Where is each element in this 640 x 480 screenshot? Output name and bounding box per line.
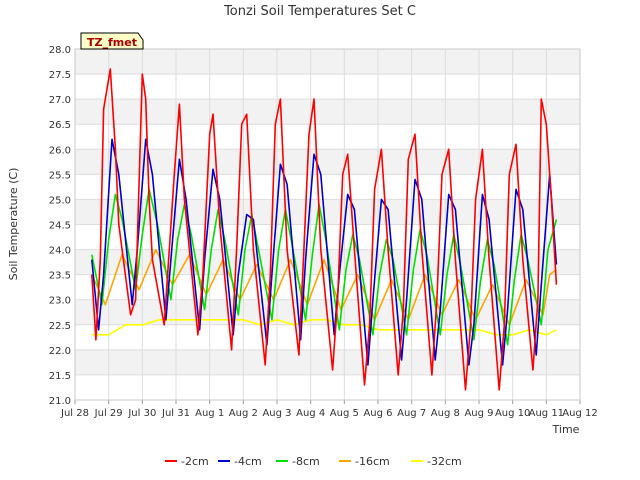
series-line-minus-8cm: [91, 188, 558, 346]
legend-label: -32cm: [427, 455, 462, 468]
y-tick-label: 26.5: [49, 120, 71, 131]
y-tick-label: 22.0: [49, 346, 71, 357]
x-tick-label: Aug 4: [296, 408, 325, 419]
x-axis-label: Time: [552, 423, 580, 436]
plot-band: [75, 199, 580, 225]
series-layer: [91, 68, 558, 391]
x-tick-label: Jul 30: [127, 408, 156, 419]
y-tick-labels: 21.0 21.5 22.0 22.5 23.0 23.5 24.0 24.5 25.0 25.5…: [49, 45, 71, 407]
x-tick-label: Aug 7: [397, 408, 426, 419]
x-tick-label: Aug 5: [330, 408, 359, 419]
series-line-minus-4cm: [91, 138, 558, 366]
site-label-box: [80, 32, 144, 50]
legend-label: -2cm: [181, 455, 209, 468]
y-tick-label: 24.5: [49, 221, 71, 232]
x-tick-label: Aug 1: [195, 408, 224, 419]
plot-frame: [74, 48, 581, 401]
y-tick-label: 25.5: [49, 170, 71, 181]
x-tick-label: Aug 11: [529, 408, 564, 419]
site-label: TZ_fmet: [87, 36, 137, 49]
x-tick-label: Aug 8: [431, 408, 460, 419]
x-tick-labels: Jul 28 Jul 29 Jul 30 Jul 31 Aug 1 Aug 2 Aug 3 A…: [60, 408, 598, 419]
x-tick-label: Jul 31: [161, 408, 190, 419]
plot-band: [75, 49, 580, 75]
y-axis-label: Soil Temperature (C): [7, 168, 20, 281]
series-line-minus-2cm: [91, 68, 558, 391]
x-tick-label: Jul 29: [94, 408, 123, 419]
y-tick-label: 26.0: [49, 145, 71, 156]
site-label-badge: TZ_fmet: [80, 32, 144, 50]
y-tick-label: 23.0: [49, 296, 71, 307]
plot-band: [75, 99, 580, 125]
x-tick-label: Aug 10: [495, 408, 530, 419]
y-tick-label: 28.0: [49, 45, 71, 56]
x-tick-label: Aug 9: [464, 408, 493, 419]
y-tick-label: 21.5: [49, 371, 71, 382]
legend-label: -4cm: [234, 455, 262, 468]
plot-band: [75, 149, 580, 175]
y-tick-label: 27.0: [49, 95, 71, 106]
x-tick-label: Aug 6: [363, 408, 392, 419]
y-tick-label: 23.5: [49, 271, 71, 282]
chart-title: Tonzi Soil Temperatures Set C: [223, 4, 416, 19]
y-tick-label: 21.0: [49, 396, 71, 407]
x-tick-label: Jul 28: [60, 408, 89, 419]
y-tick-label: 22.5: [49, 321, 71, 332]
y-tick-label: 27.5: [49, 70, 71, 81]
legend: -2cm -4cm -8cm -16cm -32cm: [165, 455, 462, 468]
y-tick-label: 25.0: [49, 195, 71, 206]
x-tick-label: Aug 12: [562, 408, 597, 419]
x-tick-label: Aug 3: [262, 408, 291, 419]
y-tick-label: 24.0: [49, 246, 71, 257]
legend-label: -8cm: [292, 455, 320, 468]
legend-label: -16cm: [355, 455, 390, 468]
x-tick-label: Aug 2: [229, 408, 258, 419]
